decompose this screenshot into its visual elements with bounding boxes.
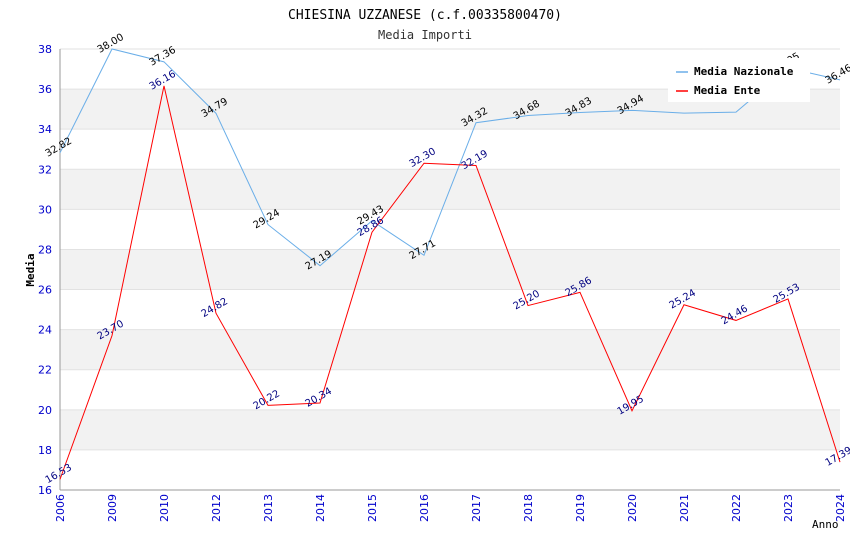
y-axis-label: Media xyxy=(24,253,37,286)
data-label-ente: 25.20 xyxy=(512,288,542,312)
x-tick-label: 2009 xyxy=(106,494,119,522)
y-tick-label: 36 xyxy=(38,83,52,96)
data-label-nazionale: 36.46 xyxy=(824,63,850,87)
grid-band xyxy=(60,249,840,289)
y-tick-label: 38 xyxy=(38,43,52,56)
x-tick-labels: 2006 2009 2010 2012 2013 2014 2015 2016 2017 2018… xyxy=(54,494,847,522)
y-tick-label: 30 xyxy=(38,203,52,216)
x-tick-label: 2012 xyxy=(210,494,223,522)
chart-subtitle: Media Importi xyxy=(378,28,472,42)
data-label-ente: 32.30 xyxy=(408,146,438,170)
x-axis-label: Anno xyxy=(812,518,839,531)
x-tick-label: 2020 xyxy=(626,494,639,522)
y-tick-label: 20 xyxy=(38,404,52,417)
x-tick-label: 2013 xyxy=(262,494,275,522)
y-tick-label: 22 xyxy=(38,364,52,377)
x-tick-label: 2006 xyxy=(54,494,67,522)
data-label-ente: 20.22 xyxy=(252,388,282,412)
grid-band xyxy=(60,410,840,450)
legend: Media Nazionale Media Ente xyxy=(668,58,810,102)
data-label-ente: 16.53 xyxy=(44,462,74,486)
y-tick-label: 28 xyxy=(38,243,52,256)
x-tick-label: 2021 xyxy=(678,494,691,522)
x-tick-label: 2022 xyxy=(730,494,743,522)
y-tick-label: 34 xyxy=(38,123,52,136)
legend-label-ente: Media Ente xyxy=(694,84,761,97)
y-tick-label: 18 xyxy=(38,444,52,457)
data-label-nazionale: 32.82 xyxy=(44,136,74,160)
x-tick-label: 2016 xyxy=(418,494,431,522)
y-tick-label: 16 xyxy=(38,484,52,497)
legend-label-nazionale: Media Nazionale xyxy=(694,65,794,78)
x-tick-label: 2023 xyxy=(782,494,795,522)
grid-band xyxy=(60,330,840,370)
data-label-ente: 24.82 xyxy=(200,296,230,320)
x-tick-label: 2017 xyxy=(470,494,483,522)
data-label-nazionale: 37.36 xyxy=(148,45,178,69)
y-tick-labels: 16 18 20 22 24 26 28 30 32 34 36 38 xyxy=(38,43,52,497)
data-label-nazionale: 29.24 xyxy=(252,208,282,232)
line-chart: 161820222426283032343638 2006 2009 2010 201… xyxy=(0,0,850,550)
data-label-ente: 24.46 xyxy=(720,303,750,327)
x-tick-label: 2015 xyxy=(366,494,379,522)
y-tick-label: 32 xyxy=(38,163,52,176)
x-tick-label: 2019 xyxy=(574,494,587,522)
data-label-ente: 20.34 xyxy=(304,386,334,410)
x-tick-label: 2014 xyxy=(314,494,327,522)
chart-title: CHIESINA UZZANESE (c.f.00335800470) xyxy=(288,8,562,23)
y-tick-label: 24 xyxy=(38,324,52,337)
y-tick-label: 26 xyxy=(38,284,52,297)
x-tick-label: 2018 xyxy=(522,494,535,522)
x-tick-label: 2010 xyxy=(158,494,171,522)
